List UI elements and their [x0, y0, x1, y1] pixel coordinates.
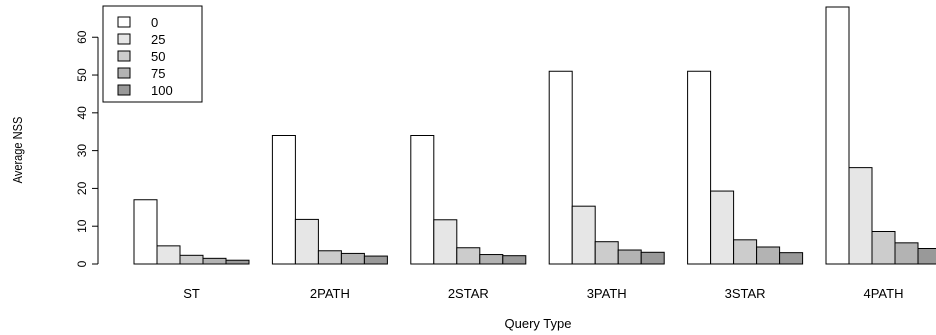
y-tick-label: 10: [75, 219, 89, 233]
bar: [363, 255, 388, 265]
y-tick-label: 30: [75, 144, 89, 158]
legend-swatch: [117, 67, 131, 79]
legend-label: 0: [151, 15, 158, 30]
bar: [340, 252, 365, 265]
y-tick-label: 40: [75, 106, 89, 120]
legend-swatch: [117, 33, 131, 45]
legend-label: 25: [151, 32, 165, 47]
x-tick-label: 2PATH: [310, 286, 350, 301]
bar: [271, 135, 296, 265]
x-tick-label: 2STAR: [448, 286, 489, 301]
bar: [848, 167, 873, 265]
x-axis-labels: ST 2PATH 2STAR 3PATH 3STAR 4PATH: [183, 286, 903, 301]
y-tick-label: 20: [75, 181, 89, 195]
x-tick-label: ST: [183, 286, 200, 301]
bar: [617, 249, 642, 265]
bar: [225, 259, 250, 265]
bar: [571, 205, 596, 265]
legend-label: 100: [151, 83, 173, 98]
y-tick-label: 50: [75, 68, 89, 82]
legend-label: 75: [151, 66, 165, 81]
bars: [133, 6, 936, 265]
bar: [756, 246, 781, 265]
bar: [294, 218, 319, 265]
y-axis-label: Average NSS: [10, 117, 25, 184]
bar: [733, 239, 758, 265]
bar: [433, 219, 458, 265]
y-tick-label: 0: [75, 260, 89, 267]
bar: [502, 255, 527, 265]
y-tick-label: 60: [75, 30, 89, 44]
bar: [710, 190, 735, 265]
y-axis: 0 10 20 30 40 50 60: [75, 30, 99, 267]
bar: [594, 241, 619, 265]
bar: [133, 199, 158, 265]
x-axis-label: Query Type: [505, 316, 572, 331]
bar: [410, 135, 435, 265]
bar: [156, 245, 181, 265]
legend-label: 50: [151, 49, 165, 64]
bar: [317, 250, 342, 265]
bar: [202, 257, 227, 265]
legend: 0 25 50 75 100: [102, 5, 203, 103]
bar: [479, 254, 504, 265]
bar: [179, 254, 204, 265]
bar: [687, 70, 712, 265]
x-tick-label: 3STAR: [725, 286, 766, 301]
legend-swatch: [117, 16, 131, 28]
x-tick-label: 4PATH: [864, 286, 904, 301]
bar: [894, 242, 919, 265]
bar: [825, 6, 850, 265]
legend-swatch: [117, 50, 131, 62]
bar: [548, 70, 573, 265]
bar: [640, 251, 665, 265]
bar: [779, 252, 804, 265]
bar: [917, 248, 936, 265]
bar: [871, 230, 896, 265]
x-tick-label: 3PATH: [587, 286, 627, 301]
bar: [456, 247, 481, 265]
legend-swatch: [117, 84, 131, 96]
